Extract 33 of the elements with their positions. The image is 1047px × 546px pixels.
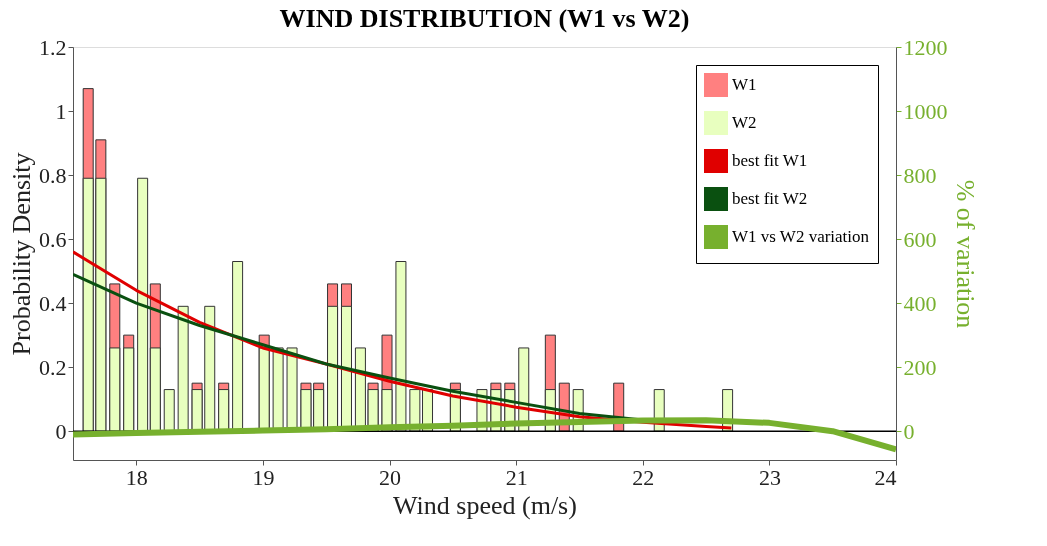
y2-tick-label: 400 [903,290,937,316]
legend-label: best fit W1 [732,151,808,170]
legend-label: W1 vs W2 variation [732,227,870,246]
legend-label: W2 [732,113,757,132]
x-tick-label: 19 [252,464,275,490]
y-tick-label: 0.6 [39,226,67,252]
x-tick-label: 21 [505,464,528,490]
y2-tick-label: 0 [903,418,915,444]
y2-tick-label: 800 [903,162,937,188]
y2-axis-title: % of variation [950,179,980,329]
y-tick-label: 1 [55,98,67,124]
legend-label: W1 [732,75,757,94]
bar [177,305,189,432]
x-tick-label: 23 [758,464,781,490]
bar [137,177,149,432]
y2-tick-label: 1000 [903,98,948,124]
x-tick-label: 20 [379,464,402,490]
x-tick-label: 22 [632,464,655,490]
y2-tick-label: 1200 [903,34,948,60]
x-tick-label: 18 [125,464,148,490]
y-tick-label: 0.4 [39,290,67,316]
y-tick-label: 0 [55,418,67,444]
y-tick-label: 1.2 [39,34,67,60]
x-axis-title: Wind speed (m/s) [393,490,577,520]
y-tick-label: 0.8 [39,162,67,188]
y-tick-label: 0.2 [39,354,67,380]
y2-tick-label: 200 [903,354,937,380]
bar [163,389,175,432]
legend-label: best fit W2 [732,189,808,208]
y2-tick-label: 600 [903,226,937,252]
y-axis-title: Probability Density [7,152,36,356]
x-tick-label: 24 [874,464,897,490]
chart-title: WIND DISTRIBUTION (W1 vs W2) [279,4,690,33]
